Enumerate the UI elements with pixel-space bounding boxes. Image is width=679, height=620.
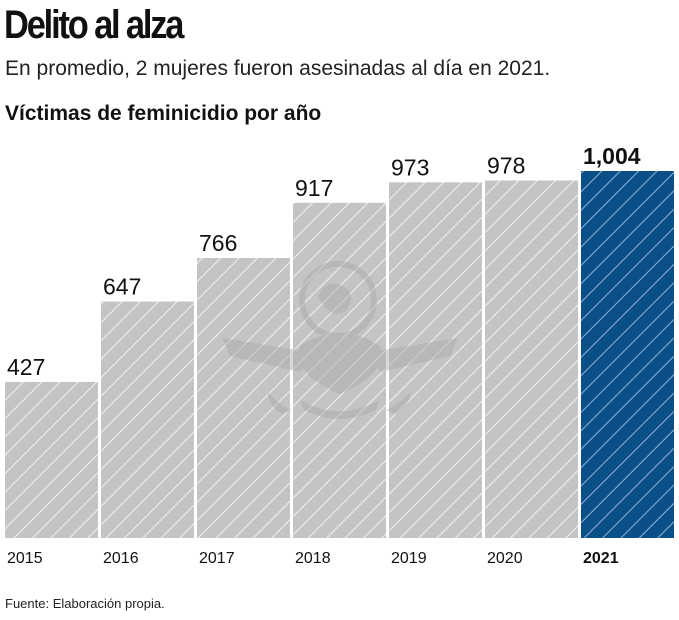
x-tick-label-2019: 2019 (391, 550, 427, 567)
x-tick-label-2017: 2017 (199, 550, 235, 567)
value-label-2018: 917 (295, 175, 333, 201)
bar-2015 (5, 381, 98, 538)
eagle-seal-watermark-icon (222, 261, 458, 419)
value-label-2017: 766 (199, 230, 237, 256)
section-title: Víctimas de feminicidio por año (5, 102, 322, 125)
bar-2021 (581, 171, 674, 538)
bar-2016 (101, 301, 194, 538)
value-label-2015: 427 (7, 354, 45, 380)
x-tick-label-2018: 2018 (295, 550, 331, 567)
source-note: Fuente: Elaboración propia. (5, 596, 165, 611)
bars-layer (5, 171, 674, 539)
x-tick-label-2015: 2015 (7, 550, 43, 567)
value-label-2016: 647 (103, 273, 141, 299)
x-tick-label-2016: 2016 (103, 550, 139, 567)
x-tick-labels-layer: 2015 2016 2017 2018 2019 2020 2021 (7, 550, 619, 567)
value-label-2021: 1,004 (583, 143, 641, 169)
x-tick-label-2020: 2020 (487, 550, 523, 567)
bar-2019 (389, 182, 482, 539)
bar-2017 (197, 257, 290, 538)
x-tick-label-2021: 2021 (583, 550, 619, 567)
value-label-2020: 978 (487, 153, 525, 179)
value-labels-layer: 427 647 766 917 973 978 1,004 (7, 143, 641, 380)
chart-subtitle: En promedio, 2 mujeres fueron asesinadas… (5, 57, 551, 80)
chart-title: Delito al alza (4, 3, 184, 47)
bar-2020 (485, 180, 578, 539)
bar-2018 (293, 202, 386, 538)
value-label-2019: 973 (391, 154, 429, 180)
